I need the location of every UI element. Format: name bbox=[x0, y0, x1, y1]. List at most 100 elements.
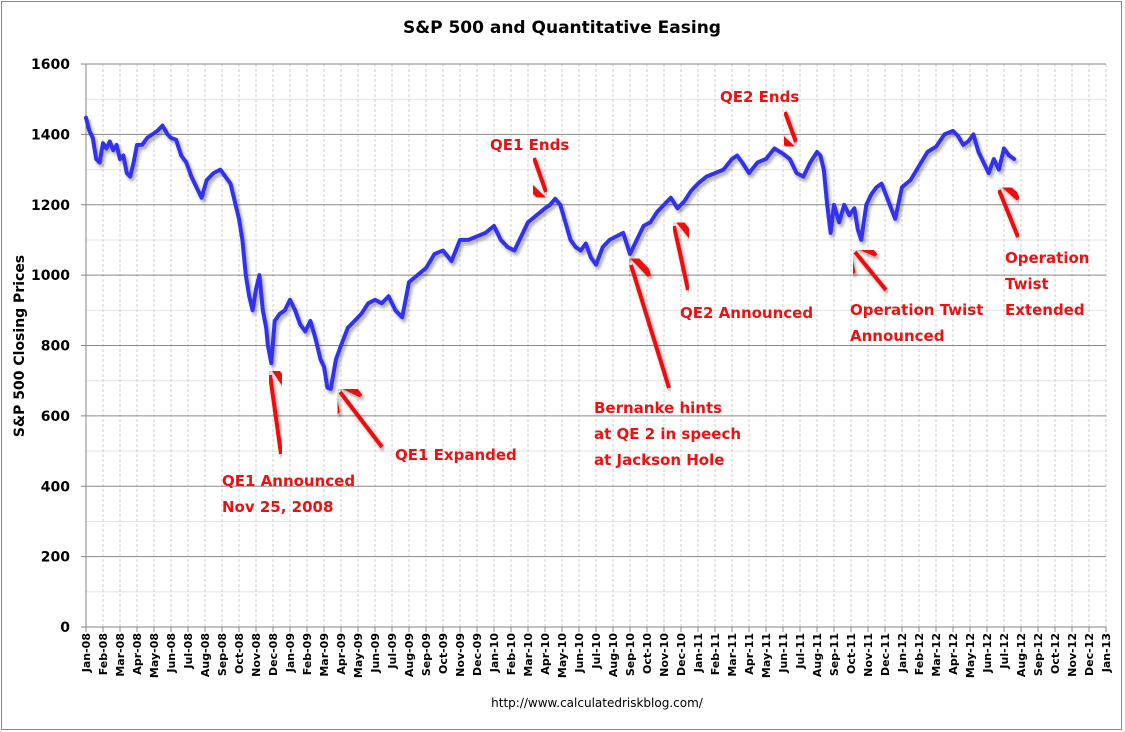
annotation-arrow bbox=[534, 157, 546, 192]
x-tick-label: Oct-10 bbox=[641, 633, 654, 674]
y-axis-label: S&P 500 Closing Prices bbox=[12, 255, 28, 437]
x-tick-label: Jun-10 bbox=[573, 633, 586, 674]
x-tick-label: Jan-11 bbox=[692, 633, 705, 673]
annotation: Bernanke hints at QE 2 in speech at Jackso… bbox=[594, 265, 741, 469]
annotation: QE2 Ends bbox=[720, 88, 799, 142]
x-tick-label: Apr-10 bbox=[539, 633, 552, 675]
x-tick-label: Aug-09 bbox=[403, 633, 416, 677]
x-tick-label: Jan-08 bbox=[80, 633, 93, 673]
x-tick-label: Feb-11 bbox=[709, 633, 722, 675]
annotation: QE2 Announced bbox=[674, 226, 813, 322]
y-axis-ticks: 0 200 400 600 800 1000 1200 1400 1600 bbox=[31, 57, 86, 636]
x-tick-label: May-08 bbox=[148, 633, 161, 678]
y-tick-label: 1200 bbox=[31, 198, 70, 214]
x-tick-label: Dec-08 bbox=[267, 633, 280, 676]
x-tick-label: Oct-09 bbox=[437, 633, 450, 674]
chart-title: S&P 500 and Quantitative Easing bbox=[403, 18, 721, 38]
x-tick-label: Feb-08 bbox=[97, 633, 110, 675]
annotation-arrow bbox=[999, 190, 1020, 238]
x-tick-label: Sep-08 bbox=[216, 633, 229, 676]
x-tick-label: Dec-12 bbox=[1083, 633, 1096, 676]
annotation: Operation Twist Extended bbox=[999, 190, 1089, 319]
x-tick-label: Apr-09 bbox=[335, 633, 348, 675]
annotations-layer: QE1 Announced Nov 25, 2008 QE1 Expanded QE1… bbox=[222, 88, 1089, 516]
annotation-text: QE1 Expanded bbox=[395, 446, 517, 464]
x-tick-label: Jan-09 bbox=[284, 633, 297, 673]
annotation-text: Announced bbox=[850, 327, 944, 345]
annotation-text: Bernanke hints bbox=[594, 399, 722, 417]
x-tick-label: Nov-12 bbox=[1066, 633, 1079, 677]
x-tick-label: Aug-10 bbox=[607, 633, 620, 677]
annotation-text: Nov 25, 2008 bbox=[222, 498, 333, 516]
x-tick-label: May-12 bbox=[964, 633, 977, 678]
annotation-text: QE2 Ends bbox=[720, 88, 799, 106]
x-tick-label: Feb-12 bbox=[913, 633, 926, 675]
x-tick-label: Jul-10 bbox=[590, 633, 603, 670]
annotation: QE1 Announced Nov 25, 2008 bbox=[222, 375, 355, 516]
annotation-text: QE1 Announced bbox=[222, 472, 355, 490]
x-tick-label: Jul-11 bbox=[794, 633, 807, 670]
annotation-text: Twist bbox=[1005, 275, 1049, 293]
x-tick-label: Jun-08 bbox=[165, 633, 178, 674]
x-tick-label: Jan-12 bbox=[896, 633, 909, 673]
annotation-arrow bbox=[674, 226, 688, 291]
x-tick-label: Apr-08 bbox=[131, 633, 144, 675]
x-tick-label: Sep-11 bbox=[828, 633, 841, 676]
x-tick-label: Dec-11 bbox=[879, 633, 892, 676]
x-tick-label: Jan-10 bbox=[488, 633, 501, 674]
annotation-arrow bbox=[270, 375, 281, 455]
x-tick-label: Feb-10 bbox=[505, 633, 518, 676]
annotation-text: at Jackson Hole bbox=[594, 451, 724, 469]
x-tick-label: Mar-11 bbox=[726, 633, 739, 677]
annotation: QE1 Ends bbox=[490, 136, 569, 192]
x-axis-ticks: Jan-08 Feb-08 Mar-08 Apr-08 May-08 Jun-08 Jul-… bbox=[80, 627, 1113, 678]
x-tick-label: Feb-09 bbox=[301, 633, 314, 675]
x-tick-label: Oct-11 bbox=[845, 633, 858, 674]
annotation-text: QE1 Ends bbox=[490, 136, 569, 154]
x-tick-label: Dec-09 bbox=[471, 633, 484, 676]
y-tick-label: 200 bbox=[41, 550, 70, 566]
x-tick-label: Oct-08 bbox=[233, 633, 246, 674]
x-tick-label: Jul-12 bbox=[998, 633, 1011, 670]
y-tick-label: 600 bbox=[41, 409, 70, 425]
x-tick-label: Dec-10 bbox=[675, 633, 688, 676]
x-tick-label: Nov-10 bbox=[658, 633, 671, 677]
x-tick-label: Aug-12 bbox=[1015, 633, 1028, 677]
x-tick-label: Jul-08 bbox=[182, 633, 195, 670]
series-line-sp500 bbox=[84, 115, 1017, 391]
annotation-text: Operation Twist bbox=[850, 301, 983, 319]
annotation-text: at QE 2 in speech bbox=[594, 425, 741, 443]
annotation: QE1 Expanded bbox=[340, 392, 517, 464]
x-tick-label: May-11 bbox=[760, 633, 773, 678]
x-tick-label: May-10 bbox=[556, 633, 569, 678]
y-tick-label: 1400 bbox=[31, 127, 70, 143]
x-tick-label: Mar-08 bbox=[114, 633, 127, 677]
source-url: http://www.calculatedriskblog.com/ bbox=[491, 696, 704, 710]
x-tick-label: Nov-09 bbox=[454, 633, 467, 677]
annotation-arrow bbox=[785, 111, 796, 142]
x-tick-label: Nov-11 bbox=[862, 633, 875, 677]
x-tick-label: Apr-11 bbox=[743, 633, 756, 675]
major-gridlines bbox=[86, 63, 1106, 558]
annotation-arrow bbox=[631, 265, 671, 389]
x-tick-label: Mar-12 bbox=[930, 633, 943, 677]
x-tick-label: Sep-10 bbox=[624, 633, 637, 676]
y-tick-label: 1000 bbox=[31, 268, 70, 284]
y-tick-label: 800 bbox=[41, 339, 70, 355]
x-tick-label: Aug-08 bbox=[199, 633, 212, 677]
y-tick-label: 400 bbox=[41, 479, 70, 495]
annotation-arrow bbox=[340, 392, 384, 449]
x-tick-label: Jul-09 bbox=[386, 633, 399, 670]
x-tick-label: Jun-11 bbox=[777, 633, 790, 674]
x-tick-label: Sep-09 bbox=[420, 633, 433, 676]
x-tick-label: Oct-12 bbox=[1049, 633, 1062, 674]
x-tick-label: Mar-09 bbox=[318, 633, 331, 677]
x-tick-label: Sep-12 bbox=[1032, 633, 1045, 676]
annotation-arrow bbox=[855, 252, 888, 292]
x-tick-label: May-09 bbox=[352, 633, 365, 678]
y-tick-label: 0 bbox=[60, 620, 70, 636]
annotation: Operation Twist Announced bbox=[850, 252, 983, 345]
x-tick-label: Nov-08 bbox=[250, 633, 263, 677]
x-tick-label: Jun-12 bbox=[981, 633, 994, 674]
